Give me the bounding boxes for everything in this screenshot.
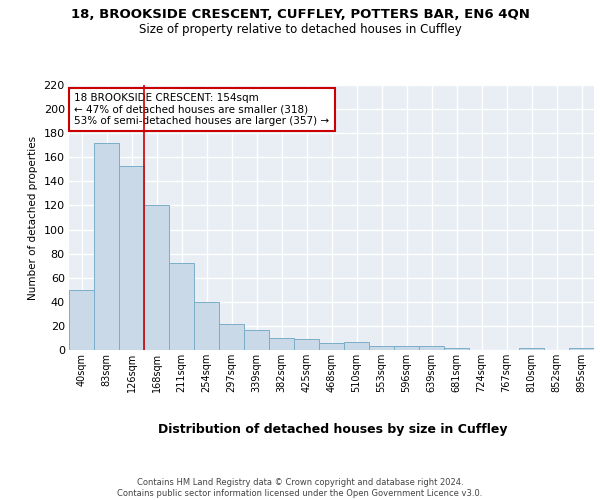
Bar: [344, 342, 368, 350]
Bar: [194, 302, 218, 350]
Bar: [419, 346, 443, 350]
Bar: [169, 264, 194, 350]
Bar: [569, 348, 593, 350]
Bar: [295, 339, 319, 350]
Y-axis label: Number of detached properties: Number of detached properties: [28, 136, 38, 300]
Bar: [244, 330, 269, 350]
Bar: [520, 348, 544, 350]
Bar: [394, 346, 419, 350]
Text: 18 BROOKSIDE CRESCENT: 154sqm
← 47% of detached houses are smaller (318)
53% of : 18 BROOKSIDE CRESCENT: 154sqm ← 47% of d…: [74, 93, 329, 126]
Bar: [94, 143, 119, 350]
Bar: [319, 343, 344, 350]
Text: Size of property relative to detached houses in Cuffley: Size of property relative to detached ho…: [139, 22, 461, 36]
Bar: [445, 348, 469, 350]
Bar: [70, 290, 94, 350]
Text: 18, BROOKSIDE CRESCENT, CUFFLEY, POTTERS BAR, EN6 4QN: 18, BROOKSIDE CRESCENT, CUFFLEY, POTTERS…: [71, 8, 529, 20]
Bar: [370, 346, 394, 350]
Bar: [220, 324, 244, 350]
Text: Contains HM Land Registry data © Crown copyright and database right 2024.
Contai: Contains HM Land Registry data © Crown c…: [118, 478, 482, 498]
Bar: [145, 206, 169, 350]
Text: Distribution of detached houses by size in Cuffley: Distribution of detached houses by size …: [158, 422, 508, 436]
Bar: [269, 338, 293, 350]
Bar: [119, 166, 143, 350]
